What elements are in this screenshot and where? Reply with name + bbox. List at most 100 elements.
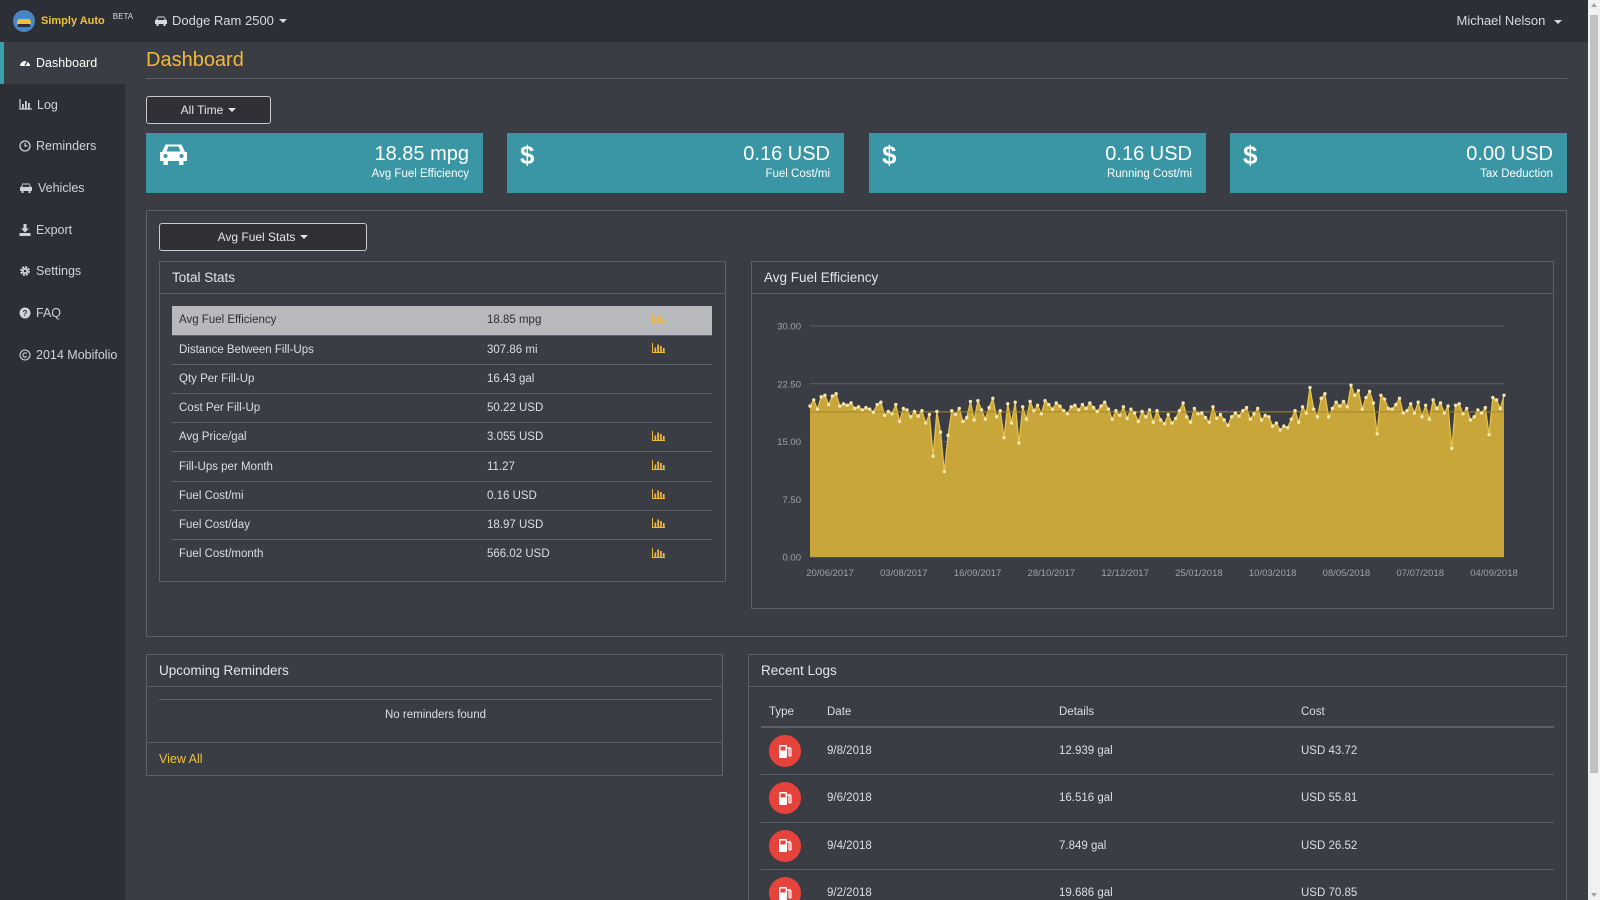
data-point xyxy=(1256,406,1260,411)
data-point xyxy=(1200,411,1204,415)
sidebar-item-export[interactable]: Export xyxy=(0,209,125,251)
data-point xyxy=(1498,406,1502,411)
data-point xyxy=(1024,417,1029,421)
time-range-dropdown[interactable]: All Time xyxy=(146,96,271,124)
stats-row[interactable]: Cost Per Fill-Up 50.22 USD xyxy=(172,393,712,423)
stat-chart-cell xyxy=(652,393,712,423)
data-point xyxy=(1308,385,1312,390)
bar-chart-icon[interactable] xyxy=(652,489,665,502)
data-point xyxy=(1304,411,1308,415)
data-point xyxy=(1502,393,1506,397)
data-point xyxy=(1241,409,1245,413)
data-point xyxy=(1170,421,1174,425)
stats-row[interactable]: Fuel Cost/mi 0.16 USD xyxy=(172,480,712,511)
scroll-up-arrow-icon[interactable] xyxy=(1591,3,1597,7)
chart-title: Avg Fuel Efficiency xyxy=(752,262,1553,294)
bar-chart-icon[interactable] xyxy=(652,460,665,473)
scroll-down-arrow-icon[interactable] xyxy=(1591,893,1597,897)
data-point xyxy=(1173,416,1178,421)
data-point xyxy=(886,409,891,414)
stat-chart-cell xyxy=(652,451,712,482)
fuel-stats-dropdown[interactable]: Avg Fuel Stats xyxy=(159,223,367,251)
data-point xyxy=(1009,421,1014,425)
bar-chart-icon[interactable] xyxy=(652,343,665,356)
data-point xyxy=(1334,400,1338,404)
data-point xyxy=(1192,406,1197,411)
data-point xyxy=(1367,389,1372,394)
stat-label: Distance Between Fill-Ups xyxy=(172,334,487,365)
data-point xyxy=(1453,403,1458,408)
table-row[interactable]: 9/8/2018 12.939 gal USD 43.72 xyxy=(761,727,1554,775)
bar-chart-icon[interactable] xyxy=(652,313,665,327)
data-point xyxy=(1341,399,1346,404)
view-all-link[interactable]: View All xyxy=(147,742,722,775)
brand[interactable]: Simply Auto BETA xyxy=(13,10,133,32)
data-point xyxy=(1282,424,1286,428)
data-point xyxy=(1058,404,1062,408)
sidebar-item-dashboard[interactable]: Dashboard xyxy=(0,42,125,84)
data-point xyxy=(1062,409,1066,413)
bar-chart-icon[interactable] xyxy=(652,518,665,531)
fuel-pump-icon[interactable] xyxy=(769,782,801,815)
data-point xyxy=(1125,416,1129,421)
page-scrollbar[interactable] xyxy=(1588,0,1600,900)
stat-chart-cell xyxy=(652,422,712,452)
data-point xyxy=(976,398,980,403)
data-point xyxy=(860,408,864,412)
data-point xyxy=(938,430,943,434)
table-row[interactable]: 9/6/2018 16.516 gal USD 55.81 xyxy=(761,774,1554,823)
fuel-efficiency-chart-panel: Avg Fuel Efficiency 0.00 7.50 15.00 22.50 30… xyxy=(751,261,1554,609)
user-menu[interactable]: Michael Nelson xyxy=(1456,13,1562,28)
stats-row[interactable]: Fill-Ups per Month 11.27 xyxy=(172,451,712,482)
stats-row[interactable]: Fuel Cost/month 566.02 USD xyxy=(172,538,712,569)
data-point xyxy=(1080,402,1085,407)
vehicle-selector[interactable]: Dodge Ram 2500 xyxy=(154,13,287,28)
fuel-pump-icon[interactable] xyxy=(769,829,801,862)
data-point xyxy=(1099,404,1103,408)
stat-value: 307.86 mi xyxy=(487,334,652,365)
sidebar-item-vehicles[interactable]: Vehicles xyxy=(0,167,125,209)
stats-row[interactable]: Avg Price/gal 3.055 USD xyxy=(172,422,712,452)
vehicle-name: Dodge Ram 2500 xyxy=(172,13,274,28)
sidebar-item-settings[interactable]: Settings xyxy=(0,250,125,292)
scrollbar-thumb[interactable] xyxy=(1590,15,1598,773)
data-point xyxy=(1289,417,1294,421)
stats-row[interactable]: Avg Fuel Efficiency 18.85 mpg xyxy=(172,306,712,336)
table-row[interactable]: 9/2/2018 19.686 gal USD 70.85 xyxy=(761,869,1554,900)
data-point xyxy=(845,403,850,408)
stats-row[interactable]: Distance Between Fill-Ups 307.86 mi xyxy=(172,334,712,365)
sidebar-item-label: FAQ xyxy=(36,305,62,320)
log-type-cell xyxy=(761,774,827,823)
data-point xyxy=(1162,422,1167,426)
bar-chart-icon[interactable] xyxy=(652,547,665,561)
data-point xyxy=(1069,405,1073,409)
table-row[interactable]: 9/4/2018 7.849 gal USD 26.52 xyxy=(761,822,1554,870)
data-point xyxy=(1353,393,1357,397)
user-name: Michael Nelson xyxy=(1456,13,1546,28)
data-point xyxy=(1263,413,1267,418)
stats-row[interactable]: Qty Per Fill-Up 16.43 gal xyxy=(172,363,712,394)
data-point xyxy=(1226,423,1230,428)
question-icon: ? xyxy=(19,307,31,319)
sidebar-item-log[interactable]: Log xyxy=(0,84,125,126)
car-icon xyxy=(20,183,32,193)
data-point xyxy=(1315,415,1320,419)
fuel-pump-icon[interactable] xyxy=(769,877,801,900)
data-point xyxy=(1293,409,1297,413)
sidebar-item-faq[interactable]: ? FAQ xyxy=(0,292,125,334)
sidebar-item-reminders[interactable]: Reminders xyxy=(0,125,125,167)
data-point xyxy=(1073,403,1077,408)
time-range-label: All Time xyxy=(180,103,224,117)
stat-card-fuel-cost: $ 0.16 USD Fuel Cost/mi xyxy=(507,133,844,193)
stat-value: 18.97 USD xyxy=(487,509,652,540)
sidebar-item-label: Dashboard xyxy=(36,55,98,70)
stat-label: Fuel Cost/day xyxy=(172,509,487,540)
data-point xyxy=(1319,396,1323,401)
bar-chart-icon[interactable] xyxy=(652,430,665,444)
data-point xyxy=(942,469,947,474)
log-cost: USD 70.85 xyxy=(1301,869,1554,900)
fuel-pump-icon[interactable] xyxy=(769,735,801,767)
data-point xyxy=(1132,411,1137,415)
data-point xyxy=(1461,412,1465,416)
stats-row[interactable]: Fuel Cost/day 18.97 USD xyxy=(172,509,712,540)
